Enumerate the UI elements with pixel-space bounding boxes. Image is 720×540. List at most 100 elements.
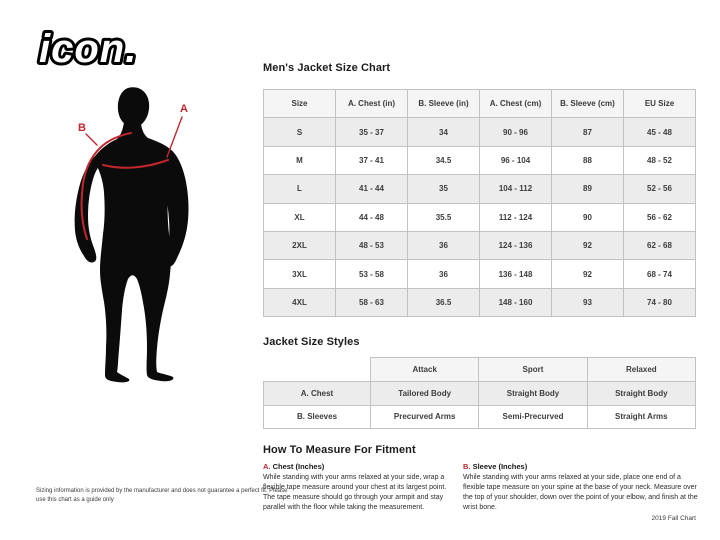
chest-cm-cell: 136 - 148 [479, 259, 552, 289]
style-chart-title: Jacket Size Styles [263, 336, 360, 348]
chest-in-cell: 58 - 63 [335, 287, 408, 318]
chest-cm-cell: 96 - 104 [479, 145, 552, 176]
measure-chest-body: While standing with your arms relaxed at… [263, 474, 447, 511]
column-header-chest-in: A. Chest (in) [335, 88, 408, 119]
chest-cm-cell: 90 - 96 [479, 117, 552, 147]
table-row-l: L 41 - 44 35 104 - 112 89 52 - 56 [263, 174, 696, 204]
row-label-chest: A. Chest [263, 380, 371, 406]
sleeve-in-cell: 36 [407, 259, 480, 289]
measurement-figure: A B [28, 84, 260, 386]
style-row-sleeves: B. Sleeves Precurved Arms Semi-Precurved… [263, 404, 697, 430]
label-a: A [180, 103, 188, 115]
eu-size-cell: 68 - 74 [623, 259, 696, 289]
sleeve-cm-cell: 88 [551, 145, 624, 176]
size-cell: S [263, 117, 336, 147]
corner-cell [264, 358, 371, 382]
table-row-m: M 37 - 41 34.5 96 - 104 88 48 - 52 [263, 145, 696, 176]
sleeves-relaxed-cell: Straight Arms [586, 404, 697, 430]
size-chart-table: Size A. Chest (in) B. Sleeve (in) A. Che… [263, 88, 696, 318]
chest-in-cell: 37 - 41 [335, 145, 408, 176]
row-label-sleeves: B. Sleeves [263, 404, 371, 430]
icon-logo-wordmark-icon: icon. [36, 24, 139, 74]
chart-version-label: 2019 Fall Chart [651, 515, 696, 522]
chest-cm-cell: 112 - 124 [479, 202, 552, 232]
chest-sport-cell: Straight Body [478, 380, 588, 406]
measure-sleeve-body: While standing with your arms relaxed at… [463, 474, 698, 511]
eu-size-cell: 48 - 52 [623, 145, 696, 176]
measure-sleeve-heading-text: Sleeve (Inches) [472, 462, 528, 471]
sleeve-in-cell: 34.5 [407, 145, 480, 176]
chest-in-cell: 41 - 44 [335, 174, 408, 204]
column-header-chest-cm: A. Chest (cm) [479, 88, 552, 119]
table-row-s: S 35 - 37 34 90 - 96 87 45 - 48 [263, 117, 696, 147]
table-row-2xl: 2XL 48 - 53 36 124 - 136 92 62 - 68 [263, 230, 696, 261]
sleeve-in-cell: 35 [407, 174, 480, 204]
size-cell: 4XL [263, 287, 336, 318]
table-row-xl: XL 44 - 48 35.5 112 - 124 90 56 - 62 [263, 202, 696, 232]
sleeve-in-cell: 34 [407, 117, 480, 147]
column-header-size: Size [263, 88, 336, 119]
column-header-sport: Sport [478, 357, 588, 382]
sleeve-cm-cell: 87 [551, 117, 624, 147]
label-b-leader-line [85, 133, 98, 146]
column-header-relaxed: Relaxed [586, 357, 697, 382]
eu-size-cell: 56 - 62 [623, 202, 696, 232]
chest-relaxed-cell: Straight Body [586, 380, 697, 406]
size-cell: 3XL [263, 259, 336, 289]
male-silhouette-icon: A B [74, 87, 189, 383]
icon-brand-logo: icon. [36, 24, 166, 74]
sleeve-cm-cell: 90 [551, 202, 624, 232]
chest-measure-line [102, 159, 169, 169]
sleeves-sport-cell: Semi-Precurved [478, 404, 588, 430]
chest-in-cell: 44 - 48 [335, 202, 408, 232]
style-chart-header-row: Attack Sport Relaxed [264, 357, 697, 382]
silhouette-body [93, 122, 175, 383]
logo-text: icon. [39, 27, 137, 71]
chest-attack-cell: Tailored Body [369, 380, 480, 406]
chest-cm-cell: 124 - 136 [479, 230, 552, 261]
eu-size-cell: 45 - 48 [623, 117, 696, 147]
measure-chest-letter: A. [263, 462, 271, 471]
column-header-attack: Attack [369, 357, 480, 382]
chest-cm-cell: 104 - 112 [479, 174, 552, 204]
chest-in-cell: 53 - 58 [335, 259, 408, 289]
sizing-disclaimer: Sizing information is provided by the ma… [36, 488, 288, 503]
size-chart-header-row: Size A. Chest (in) B. Sleeve (in) A. Che… [263, 88, 696, 119]
sleeve-cm-cell: 89 [551, 174, 624, 204]
table-row-3xl: 3XL 53 - 58 36 136 - 148 92 68 - 74 [263, 259, 696, 289]
column-header-eu-size: EU Size [623, 88, 696, 119]
column-header-sleeve-cm: B. Sleeve (cm) [551, 88, 624, 119]
measure-chest-heading: A. Chest (Inches) [263, 462, 460, 472]
size-cell: L [263, 174, 336, 204]
size-cell: XL [263, 202, 336, 232]
size-chart-title: Men's Jacket Size Chart [263, 62, 391, 74]
silhouette-right-arm [155, 153, 189, 267]
column-header-sleeve-in: B. Sleeve (in) [407, 88, 480, 119]
sleeve-cm-cell: 93 [551, 287, 624, 318]
measure-instructions-chest: A. Chest (Inches) While standing with yo… [263, 462, 460, 513]
label-b: B [78, 122, 86, 134]
sleeves-attack-cell: Precurved Arms [369, 404, 480, 430]
sleeve-cm-cell: 92 [551, 230, 624, 261]
eu-size-cell: 52 - 56 [623, 174, 696, 204]
sleeve-in-cell: 36 [407, 230, 480, 261]
style-row-chest: A. Chest Tailored Body Straight Body Str… [263, 380, 697, 406]
measure-chest-heading-text: Chest (Inches) [272, 462, 325, 471]
table-row-4xl: 4XL 58 - 63 36.5 148 - 160 93 74 - 80 [263, 287, 696, 318]
chest-in-cell: 35 - 37 [335, 117, 408, 147]
size-cell: M [263, 145, 336, 176]
sleeve-measure-line [80, 132, 132, 240]
eu-size-cell: 74 - 80 [623, 287, 696, 318]
eu-size-cell: 62 - 68 [623, 230, 696, 261]
size-cell: 2XL [263, 230, 336, 261]
measure-sleeve-heading: B. Sleeve (Inches) [463, 462, 701, 472]
sleeve-cm-cell: 92 [551, 259, 624, 289]
sleeve-in-cell: 36.5 [407, 287, 480, 318]
style-chart-table: Attack Sport Relaxed A. Chest Tailored B… [263, 357, 697, 430]
measure-instructions-sleeve: B. Sleeve (Inches) While standing with y… [463, 462, 701, 513]
label-a-leader-line [166, 116, 183, 158]
measure-sleeve-letter: B. [463, 462, 471, 471]
silhouette-head [117, 87, 150, 127]
chest-in-cell: 48 - 53 [335, 230, 408, 261]
